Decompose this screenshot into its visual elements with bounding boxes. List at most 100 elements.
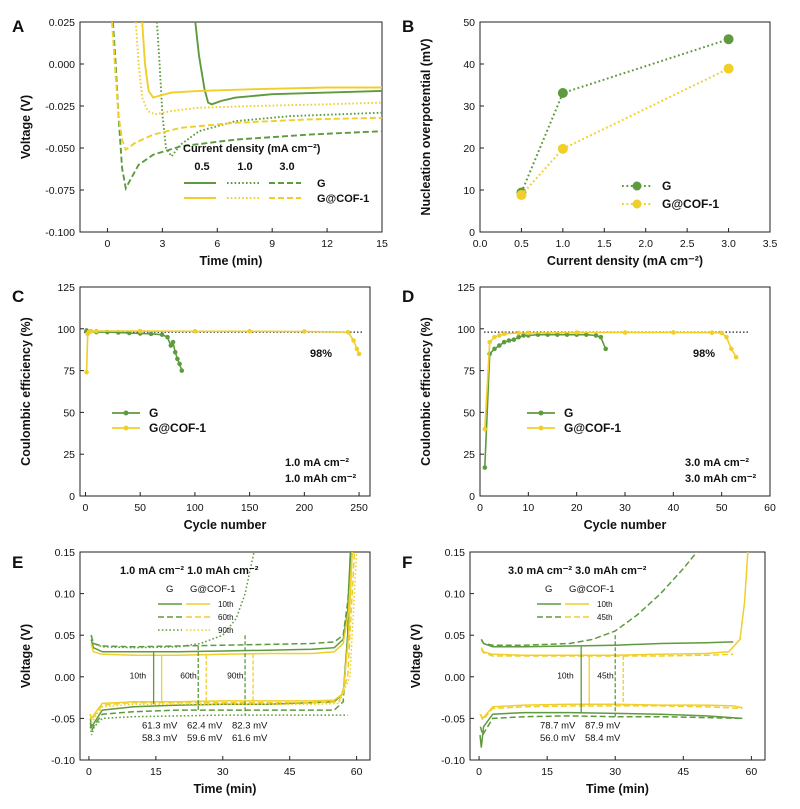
- series-line-g-cof-1-3-0: [111, 22, 382, 152]
- series-line-g-45th: [479, 715, 743, 737]
- legend-row-label: 60th: [218, 613, 234, 622]
- y-tick-label: 125: [457, 282, 475, 294]
- hysteresis-value-g: 78.7 mV: [540, 720, 576, 731]
- series-line-g-10th: [479, 711, 743, 748]
- x-tick-label: 3.0: [721, 238, 736, 250]
- x-tick-label: 60: [746, 766, 758, 778]
- y-tick-label: 20: [463, 143, 475, 155]
- legend-column-label: 0.5: [194, 161, 209, 173]
- data-point: [165, 334, 170, 340]
- series-line-g-90th: [89, 714, 348, 736]
- data-point: [351, 338, 356, 343]
- y-tick-label: -0.025: [45, 101, 75, 113]
- data-point: [159, 332, 165, 337]
- data-point: [557, 87, 568, 98]
- y-tick-label: 50: [463, 17, 475, 29]
- series-line-g-90th-charge: [90, 552, 255, 649]
- x-tick-label: 0: [83, 502, 89, 514]
- data-point: [356, 351, 362, 357]
- data-point: [84, 369, 89, 375]
- y-tick-label: 40: [463, 59, 475, 71]
- legend-title: Current density (mA cm⁻²): [183, 143, 321, 155]
- y-tick-label: 0.000: [49, 59, 75, 71]
- data-point: [175, 356, 180, 362]
- legend-marker: [123, 425, 129, 431]
- data-point: [482, 465, 488, 470]
- cycle-label: 90th: [227, 670, 244, 680]
- panel-letter: C: [12, 287, 24, 306]
- series-line-g-cof-1-0-5: [141, 22, 382, 99]
- data-point: [172, 349, 178, 355]
- hysteresis-value-g: 61.3 mV: [142, 720, 178, 731]
- y-tick-label: 0.025: [49, 17, 75, 29]
- y-axis-label: Nucleation overpotential (mV): [419, 38, 433, 215]
- x-axis-label: Cycle number: [184, 518, 267, 532]
- y-axis-label: Voltage (V): [19, 624, 33, 688]
- legend-row-label: G: [317, 178, 326, 190]
- y-tick-label: 0.00: [55, 672, 76, 684]
- legend-row-label: 90th: [218, 626, 234, 635]
- series-line-g-cof-1-1-0: [134, 22, 382, 116]
- condition-capacity: 1.0 mAh cm⁻²: [285, 473, 357, 485]
- y-tick-label: 0.00: [445, 672, 466, 684]
- panel-letter: A: [12, 17, 24, 36]
- legend-label: G: [662, 179, 671, 193]
- x-tick-label: 0.0: [473, 238, 488, 250]
- data-point: [247, 329, 252, 334]
- y-axis-label: Voltage (V): [19, 95, 33, 159]
- x-tick-label: 0: [476, 766, 482, 778]
- y-tick-label: 25: [63, 449, 75, 461]
- data-point: [501, 331, 507, 337]
- series-line-g-cof-1: [484, 331, 737, 430]
- y-tick-label: 0.10: [445, 589, 466, 601]
- data-point: [168, 343, 174, 348]
- x-tick-label: 100: [186, 502, 204, 514]
- data-point: [497, 333, 502, 338]
- condition-capacity: 3.0 mAh cm⁻²: [685, 473, 757, 485]
- data-point: [709, 330, 715, 335]
- panel-letter: F: [402, 553, 412, 572]
- data-point: [516, 334, 521, 340]
- hysteresis-value-gcof: 56.0 mV: [540, 733, 576, 744]
- series-line-g: [484, 333, 607, 468]
- legend-column-label: 1.0: [237, 161, 252, 173]
- x-axis-label: Current density (mA cm⁻²): [547, 254, 703, 268]
- data-point: [724, 334, 729, 340]
- y-tick-label: -0.050: [45, 143, 75, 155]
- legend-column-label: 3.0: [279, 161, 294, 173]
- data-point: [354, 346, 360, 352]
- hysteresis-value-g: 62.4 mV: [187, 720, 223, 731]
- y-tick-label: 100: [457, 324, 475, 336]
- cycle-label: 45th: [597, 670, 614, 680]
- data-point: [526, 330, 531, 336]
- y-tick-label: 0: [469, 227, 475, 239]
- panel-e: E 0 15 30 45 60 -0.10 -0.05 0.00 0.05 0.10 0.15 Time…: [12, 547, 371, 796]
- y-tick-label: -0.075: [45, 185, 75, 197]
- legend-label: G@COF-1: [564, 421, 621, 435]
- plot-frame: [479, 21, 771, 233]
- x-tick-label: 10: [522, 502, 534, 514]
- data-point: [516, 330, 521, 336]
- legend-row-label: 10th: [218, 600, 234, 609]
- legend-col-g: G: [166, 584, 173, 595]
- plot-frame: [469, 551, 766, 761]
- y-tick-label: 25: [463, 449, 475, 461]
- cycle-label: 60th: [180, 670, 197, 680]
- x-tick-label: 12: [321, 238, 333, 250]
- legend-marker: [632, 199, 642, 209]
- legend-marker: [632, 181, 642, 191]
- y-tick-label: -0.10: [441, 755, 465, 767]
- y-tick-label: 30: [463, 101, 475, 113]
- x-tick-label: 250: [350, 502, 368, 514]
- ce-annotation: 98%: [693, 348, 715, 360]
- data-point: [137, 328, 143, 334]
- data-point: [729, 346, 734, 352]
- panel-d: D 0 10 20 30 40 50 60 0 25 50 75 100 125 Cycle number C…: [402, 282, 776, 532]
- series-line-g: [520, 38, 729, 193]
- data-point: [723, 63, 734, 74]
- data-point: [94, 328, 99, 334]
- y-tick-label: -0.05: [51, 713, 75, 725]
- legend-col-gcof: G@COF-1: [190, 584, 236, 595]
- y-tick-label: -0.05: [441, 713, 465, 725]
- panel-letter: E: [12, 553, 23, 572]
